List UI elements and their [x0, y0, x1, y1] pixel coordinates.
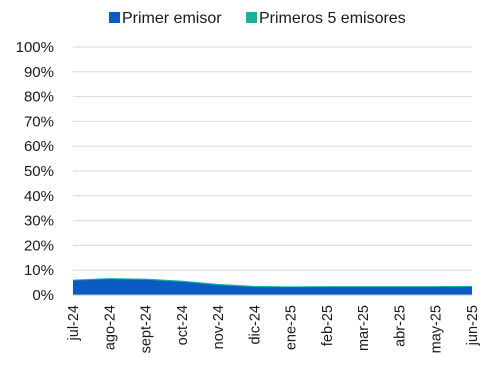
- y-axis: 0% 10% 20% 30% 40% 50% 60% 70% 80% 90% 100%: [16, 39, 54, 304]
- legend-label: Primer emisor: [122, 10, 222, 27]
- series-area-primer-emisor: [73, 279, 472, 295]
- x-tick-label: sept-24: [139, 305, 155, 353]
- plot-area: [73, 278, 472, 296]
- y-tick-label: 50%: [24, 163, 54, 180]
- x-tick-label: ago-24: [102, 305, 118, 350]
- y-tick-label: 40%: [24, 188, 54, 205]
- x-tick-label: may-25: [429, 305, 445, 353]
- legend-swatch: [109, 12, 120, 23]
- y-tick-label: 30%: [24, 213, 54, 230]
- y-tick-label: 100%: [16, 39, 54, 56]
- legend: Primer emisor Primeros 5 emisores: [109, 10, 406, 27]
- x-tick-label: abr-25: [392, 305, 408, 347]
- x-tick-label: jul-24: [66, 305, 82, 341]
- legend-swatch: [246, 12, 257, 23]
- y-tick-label: 60%: [24, 138, 54, 155]
- x-tick-label: ene-25: [284, 305, 300, 350]
- y-tick-label: 20%: [24, 237, 54, 254]
- x-axis: jul-24 ago-24 sept-24 oct-24 nov-24 dic-24 ene…: [66, 305, 481, 353]
- x-tick-label: dic-24: [247, 305, 263, 345]
- x-tick-label: oct-24: [175, 305, 191, 345]
- y-tick-label: 70%: [24, 113, 54, 130]
- x-tick-label: jun-25: [465, 305, 481, 346]
- x-tick-label: feb-25: [320, 305, 336, 346]
- y-tick-label: 90%: [24, 64, 54, 81]
- y-tick-label: 80%: [24, 89, 54, 106]
- y-tick-label: 10%: [24, 262, 54, 279]
- gridlines: [73, 46, 472, 296]
- y-tick-label: 0%: [32, 287, 54, 304]
- x-tick-label: mar-25: [356, 305, 372, 351]
- legend-label: Primeros 5 emisores: [259, 10, 406, 27]
- x-tick-label: nov-24: [211, 305, 227, 349]
